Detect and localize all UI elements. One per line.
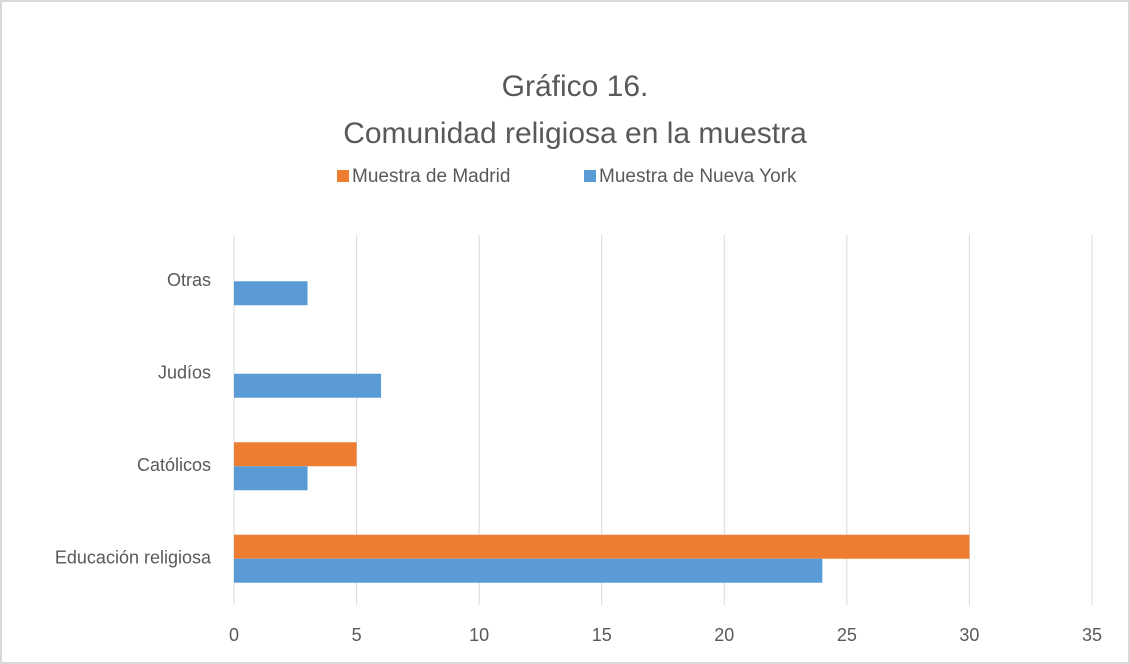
x-tick-label: 5 [352,625,362,645]
bar [234,373,382,398]
chart-title: Gráfico 16. [502,70,649,103]
bar [234,281,308,306]
x-tick-label: 20 [714,625,734,645]
legend-swatch [584,170,596,182]
x-tick-label: 15 [592,625,612,645]
legend-label: Muestra de Madrid [352,166,510,187]
legend-label: Muestra de Nueva York [599,166,797,187]
bar [234,558,823,583]
y-tick-label: Católicos [137,455,211,475]
x-tick-label: 10 [469,625,489,645]
legend-swatch [337,170,349,182]
y-tick-label: Otras [167,270,211,290]
bar [234,466,308,491]
x-tick-label: 0 [229,625,239,645]
bar [234,534,970,559]
chart-subtitle: Comunidad religiosa en la muestra [343,117,807,150]
x-tick-label: 25 [837,625,857,645]
y-tick-label: Educación religiosa [55,548,212,568]
x-tick-label: 30 [959,625,979,645]
y-tick-label: Judíos [158,363,211,383]
x-tick-label: 35 [1082,625,1102,645]
bar [234,442,357,467]
